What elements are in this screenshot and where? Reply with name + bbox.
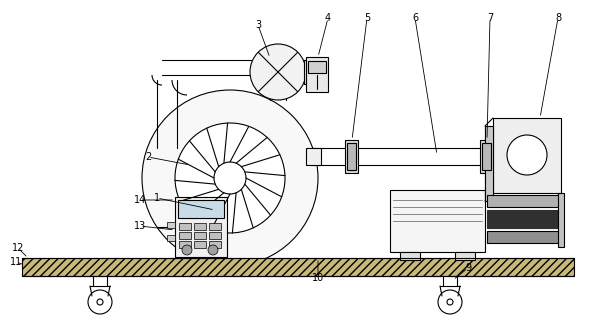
Bar xyxy=(487,210,562,228)
Text: 8: 8 xyxy=(555,13,561,23)
Text: 4: 4 xyxy=(325,13,331,23)
Text: 12: 12 xyxy=(12,243,24,253)
Text: 2: 2 xyxy=(145,152,151,162)
Text: 7: 7 xyxy=(487,13,493,23)
Bar xyxy=(306,57,328,92)
Bar xyxy=(209,241,221,248)
Bar xyxy=(167,235,175,241)
Bar xyxy=(179,232,191,239)
Bar xyxy=(194,232,206,239)
Text: 3: 3 xyxy=(255,20,261,30)
Bar xyxy=(175,197,227,257)
Circle shape xyxy=(208,245,218,255)
Bar xyxy=(308,63,322,72)
Circle shape xyxy=(175,123,285,233)
Bar xyxy=(482,143,491,170)
Bar xyxy=(209,223,221,230)
Text: 11: 11 xyxy=(10,257,22,267)
Bar xyxy=(306,148,321,165)
Circle shape xyxy=(214,162,246,194)
Bar xyxy=(400,252,420,260)
Text: 1: 1 xyxy=(154,193,160,203)
Bar xyxy=(347,143,356,170)
Text: 14: 14 xyxy=(134,195,146,205)
Bar xyxy=(455,252,475,260)
Text: 10: 10 xyxy=(312,273,324,283)
Text: 13: 13 xyxy=(134,221,146,231)
Bar xyxy=(209,232,221,239)
Text: 9: 9 xyxy=(465,263,471,273)
Bar xyxy=(487,195,562,207)
Circle shape xyxy=(142,90,318,266)
Circle shape xyxy=(250,44,306,100)
Bar xyxy=(493,118,561,193)
Bar xyxy=(22,258,574,276)
Bar xyxy=(194,223,206,230)
Bar xyxy=(194,241,206,248)
Circle shape xyxy=(182,245,192,255)
Text: 5: 5 xyxy=(364,13,370,23)
Bar xyxy=(179,223,191,230)
Bar xyxy=(487,231,562,243)
Circle shape xyxy=(507,135,547,175)
Bar xyxy=(179,241,191,248)
Bar xyxy=(345,140,358,173)
Bar xyxy=(178,200,224,218)
Bar xyxy=(480,140,493,173)
Bar xyxy=(558,193,564,247)
Bar xyxy=(167,222,175,228)
Bar xyxy=(308,61,326,73)
Bar xyxy=(304,60,326,84)
Bar xyxy=(485,126,493,201)
Text: 6: 6 xyxy=(412,13,418,23)
Bar xyxy=(390,190,485,252)
